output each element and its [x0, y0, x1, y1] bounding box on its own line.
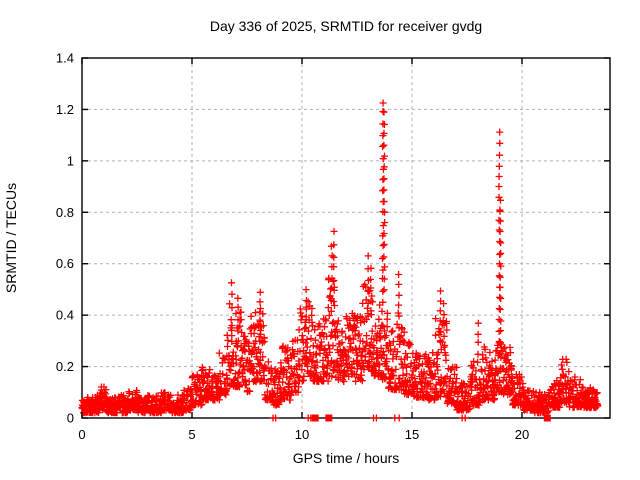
y-tick-label: 0.2 — [56, 359, 74, 374]
square-marker — [325, 414, 333, 422]
y-tick-label: 1.4 — [56, 51, 74, 66]
border-rect — [81, 57, 611, 419]
y-tick-label: 0 — [67, 411, 74, 426]
square-marker — [311, 414, 319, 422]
x-tick-label: 0 — [78, 427, 85, 442]
x-tick-label: 15 — [405, 427, 419, 442]
x-axis-label: GPS time / hours — [293, 450, 400, 466]
plot-border — [81, 57, 611, 419]
x-tick-label: 20 — [515, 427, 529, 442]
y-tick-label: 1.2 — [56, 102, 74, 117]
axis-ticks — [81, 57, 610, 419]
chart-title: Day 336 of 2025, SRMTID for receiver gvd… — [210, 18, 482, 34]
y-tick-label: 0.6 — [56, 256, 74, 271]
x-tick-label: 10 — [295, 427, 309, 442]
data-points — [78, 99, 602, 422]
y-tick-label: 0.4 — [56, 308, 74, 323]
axis-tick-labels: 0 5 10 15 20 0 0.2 0.4 0.6 0.8 1 1.2 1.4 — [56, 51, 529, 443]
x-tick-label: 5 — [188, 427, 195, 442]
plus-markers — [78, 99, 602, 422]
square-marker — [543, 414, 551, 422]
y-axis-label: SRMTID / TECUs — [3, 183, 19, 293]
y-tick-label: 0.8 — [56, 205, 74, 220]
y-tick-label: 1 — [67, 153, 74, 168]
